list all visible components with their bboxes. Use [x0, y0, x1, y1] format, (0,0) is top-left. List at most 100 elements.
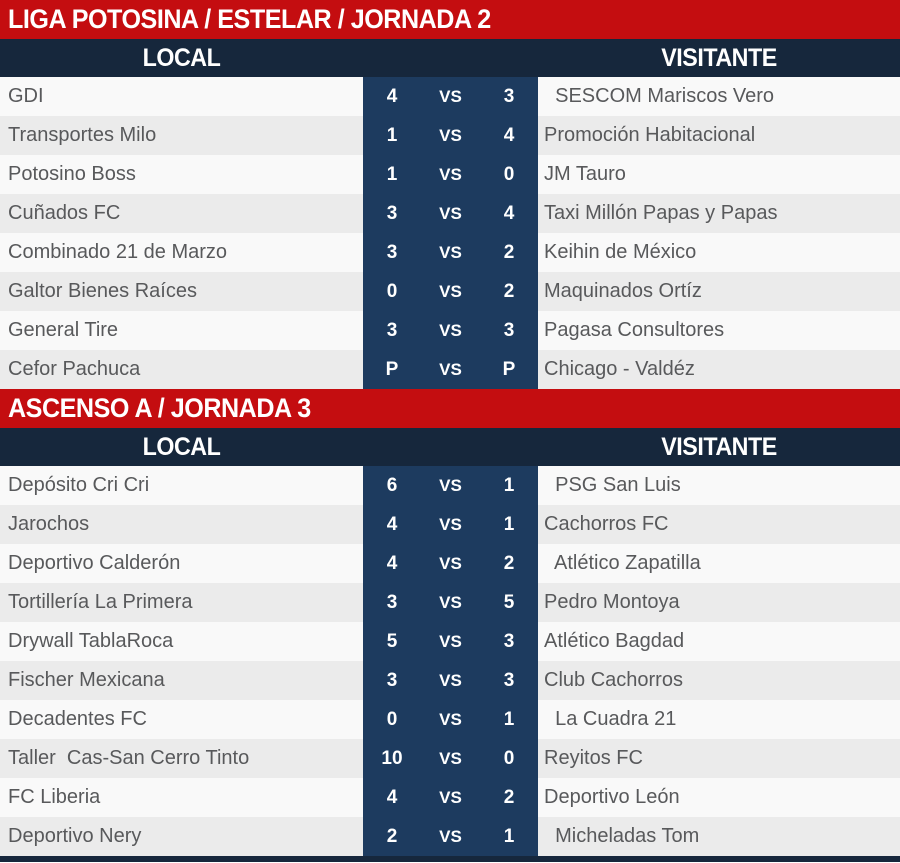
local-team-name: Deportivo Nery: [8, 825, 142, 847]
visitante-score: 2: [480, 544, 538, 583]
visitante-team-name: Reyitos FC: [544, 747, 643, 769]
vs-label: VS: [421, 466, 480, 505]
visitante-score: 3: [480, 311, 538, 350]
visitante-team-name: Cachorros FC: [544, 513, 669, 535]
match-rows: Depósito Cri Cri 6 VS 1 PSG San Luis Jar…: [0, 466, 900, 856]
vs-label: VS: [421, 817, 480, 856]
local-team-name: Fischer Mexicana: [8, 669, 165, 691]
vs-label: VS: [421, 544, 480, 583]
local-team-name: GDI: [8, 85, 44, 107]
visitante-team-name: Club Cachorros: [544, 669, 683, 691]
visitante-team-name: La Cuadra 21: [544, 708, 677, 730]
local-score: 4: [363, 77, 421, 116]
visitante-score: 5: [480, 583, 538, 622]
vs-label: VS: [421, 311, 480, 350]
vs-label: VS: [421, 77, 480, 116]
visitante-team-name: JM Tauro: [544, 163, 626, 185]
visitante-score: P: [480, 350, 538, 389]
visitante-score: 1: [480, 817, 538, 856]
visitante-team-name: PSG San Luis: [544, 474, 681, 496]
vs-label: VS: [421, 505, 480, 544]
match-row: Cuñados FC 3 VS 4 Taxi Millón Papas y Pa…: [0, 194, 900, 233]
visitante-score: 1: [480, 700, 538, 739]
section-title-band: ASCENSO A / JORNADA 3: [0, 389, 900, 428]
section-title: LIGA POTOSINA / ESTELAR / JORNADA 2: [8, 4, 491, 34]
match-row: Deportivo Nery 2 VS 1 Micheladas Tom: [0, 817, 900, 856]
visitante-score: 3: [480, 622, 538, 661]
visitante-team-name: Atlético Bagdad: [544, 630, 685, 652]
local-score: 5: [363, 622, 421, 661]
match-row: GDI 4 VS 3 SESCOM Mariscos Vero: [0, 77, 900, 116]
match-row: Fischer Mexicana 3 VS 3 Club Cachorros: [0, 661, 900, 700]
vs-label: VS: [421, 350, 480, 389]
visitante-team-name: SESCOM Mariscos Vero: [544, 85, 775, 107]
vs-label: VS: [421, 739, 480, 778]
visitante-score: 4: [480, 116, 538, 155]
vs-label: VS: [421, 272, 480, 311]
match-row: Decadentes FC 0 VS 1 La Cuadra 21: [0, 700, 900, 739]
section-ascenso-a: ASCENSO A / JORNADA 3 LOCAL VISITANTE De…: [0, 389, 900, 856]
visitante-team-name: Keihin de México: [544, 241, 697, 263]
match-row: FC Liberia 4 VS 2 Deportivo León: [0, 778, 900, 817]
match-row: Transportes Milo 1 VS 4 Promoción Habita…: [0, 116, 900, 155]
column-header-row: LOCAL VISITANTE: [0, 39, 900, 77]
section-liga-potosina: LIGA POTOSINA / ESTELAR / JORNADA 2 LOCA…: [0, 0, 900, 389]
local-score: 3: [363, 583, 421, 622]
local-team-name: Jarochos: [8, 513, 90, 535]
local-score: 2: [363, 817, 421, 856]
local-score: P: [363, 350, 421, 389]
column-header-row: LOCAL VISITANTE: [0, 428, 900, 466]
local-team-name: Potosino Boss: [8, 163, 136, 185]
match-row: Cefor Pachuca P VS P Chicago - Valdéz: [0, 350, 900, 389]
visitante-score: 0: [480, 739, 538, 778]
visitante-score: 3: [480, 661, 538, 700]
vs-label: VS: [421, 116, 480, 155]
local-team-name: Drywall TablaRoca: [8, 630, 174, 652]
local-team-name: General Tire: [8, 319, 119, 341]
match-row: General Tire 3 VS 3 Pagasa Consultores: [0, 311, 900, 350]
section-title-band: LIGA POTOSINA / ESTELAR / JORNADA 2: [0, 0, 900, 39]
vs-label: VS: [421, 622, 480, 661]
visitante-team-name: Pagasa Consultores: [544, 319, 725, 341]
local-score: 1: [363, 116, 421, 155]
match-row: Depósito Cri Cri 6 VS 1 PSG San Luis: [0, 466, 900, 505]
local-team-name: Galtor Bienes Raíces: [8, 280, 197, 302]
local-team-name: Cefor Pachuca: [8, 358, 141, 380]
local-score: 4: [363, 505, 421, 544]
local-score: 1: [363, 155, 421, 194]
local-team-name: Deportivo Calderón: [8, 552, 181, 574]
visitante-team-name: Pedro Montoya: [544, 591, 680, 613]
match-row: Tortillería La Primera 3 VS 5 Pedro Mont…: [0, 583, 900, 622]
visitante-team-name: Deportivo León: [544, 786, 680, 808]
visitante-team-name: Atlético Zapatilla: [544, 552, 701, 574]
visitante-score: 0: [480, 155, 538, 194]
local-score: 3: [363, 233, 421, 272]
local-team-name: Taller Cas-San Cerro Tinto: [8, 747, 250, 769]
visitante-score: 3: [480, 77, 538, 116]
local-score: 4: [363, 544, 421, 583]
vs-label: VS: [421, 155, 480, 194]
match-row: Drywall TablaRoca 5 VS 3 Atlético Bagdad: [0, 622, 900, 661]
local-score: 3: [363, 661, 421, 700]
vs-label: VS: [421, 194, 480, 233]
visitante-column-header: VISITANTE: [661, 432, 777, 461]
local-team-name: Cuñados FC: [8, 202, 121, 224]
visitante-team-name: Promoción Habitacional: [544, 124, 756, 146]
match-row: Potosino Boss 1 VS 0 JM Tauro: [0, 155, 900, 194]
visitante-score: 2: [480, 778, 538, 817]
visitante-team-name: Maquinados Ortíz: [544, 280, 702, 302]
local-score: 3: [363, 311, 421, 350]
local-team-name: Tortillería La Primera: [8, 591, 193, 613]
section-title: ASCENSO A / JORNADA 3: [8, 393, 311, 423]
local-team-name: Combinado 21 de Marzo: [8, 241, 228, 263]
visitante-score: 4: [480, 194, 538, 233]
visitante-score: 1: [480, 466, 538, 505]
match-row: Deportivo Calderón 4 VS 2 Atlético Zapat…: [0, 544, 900, 583]
local-team-name: FC Liberia: [8, 786, 101, 808]
visitante-team-name: Micheladas Tom: [544, 825, 700, 847]
visitante-team-name: Taxi Millón Papas y Papas: [544, 202, 778, 224]
vs-label: VS: [421, 778, 480, 817]
vs-label: VS: [421, 700, 480, 739]
local-score: 6: [363, 466, 421, 505]
visitante-team-name: Chicago - Valdéz: [544, 358, 695, 380]
